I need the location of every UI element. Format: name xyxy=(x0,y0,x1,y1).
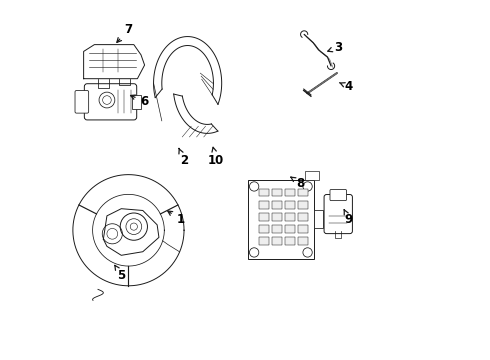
FancyBboxPatch shape xyxy=(259,237,269,245)
FancyBboxPatch shape xyxy=(272,225,282,233)
FancyBboxPatch shape xyxy=(285,225,295,233)
FancyBboxPatch shape xyxy=(298,201,308,209)
FancyBboxPatch shape xyxy=(259,201,269,209)
Text: 6: 6 xyxy=(130,95,148,108)
FancyBboxPatch shape xyxy=(285,237,295,245)
FancyBboxPatch shape xyxy=(247,180,314,259)
FancyBboxPatch shape xyxy=(298,189,308,197)
Text: 10: 10 xyxy=(208,147,224,167)
FancyBboxPatch shape xyxy=(285,189,295,197)
Text: 4: 4 xyxy=(340,80,353,93)
FancyBboxPatch shape xyxy=(298,225,308,233)
FancyBboxPatch shape xyxy=(84,84,137,120)
Text: 3: 3 xyxy=(328,41,343,54)
Text: 9: 9 xyxy=(344,210,353,226)
FancyBboxPatch shape xyxy=(330,189,346,201)
FancyBboxPatch shape xyxy=(298,213,308,221)
Text: 8: 8 xyxy=(291,177,305,190)
FancyBboxPatch shape xyxy=(298,237,308,245)
Text: 7: 7 xyxy=(117,23,132,42)
FancyBboxPatch shape xyxy=(305,171,319,180)
FancyBboxPatch shape xyxy=(75,90,89,113)
FancyBboxPatch shape xyxy=(285,201,295,209)
FancyBboxPatch shape xyxy=(324,194,352,234)
Text: 2: 2 xyxy=(179,148,188,167)
FancyBboxPatch shape xyxy=(272,201,282,209)
Text: 1: 1 xyxy=(168,211,185,226)
FancyBboxPatch shape xyxy=(259,225,269,233)
FancyBboxPatch shape xyxy=(272,213,282,221)
FancyBboxPatch shape xyxy=(272,189,282,197)
FancyBboxPatch shape xyxy=(259,189,269,197)
FancyBboxPatch shape xyxy=(259,213,269,221)
Text: 5: 5 xyxy=(115,265,125,282)
FancyBboxPatch shape xyxy=(314,211,323,228)
FancyBboxPatch shape xyxy=(285,213,295,221)
FancyBboxPatch shape xyxy=(272,237,282,245)
FancyBboxPatch shape xyxy=(132,95,141,109)
